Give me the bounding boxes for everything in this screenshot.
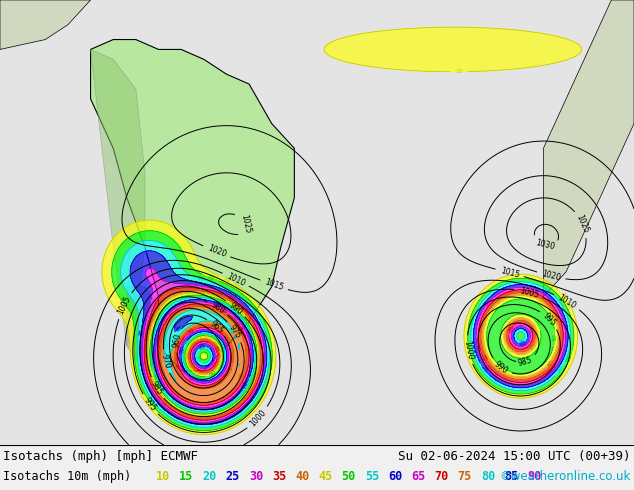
- Polygon shape: [127, 287, 167, 371]
- Text: 45: 45: [147, 327, 154, 336]
- Text: 50: 50: [552, 334, 557, 342]
- Text: 20: 20: [194, 354, 201, 363]
- Text: 55: 55: [184, 338, 192, 346]
- Text: 995: 995: [541, 311, 558, 328]
- Text: 985: 985: [149, 380, 164, 397]
- Text: 40: 40: [244, 313, 253, 322]
- Text: 80: 80: [162, 360, 170, 369]
- Polygon shape: [91, 40, 294, 371]
- Text: 65: 65: [231, 313, 240, 322]
- Text: 1020: 1020: [206, 244, 227, 259]
- Text: 55: 55: [161, 389, 170, 398]
- Text: 975: 975: [228, 323, 243, 340]
- Polygon shape: [0, 0, 91, 49]
- Text: 55: 55: [365, 470, 379, 484]
- Text: 30: 30: [483, 299, 492, 308]
- Text: 15: 15: [179, 470, 193, 484]
- Text: 1005: 1005: [116, 295, 133, 316]
- Text: Isotachs (mph) [mph] ECMWF: Isotachs (mph) [mph] ECMWF: [3, 450, 198, 464]
- Text: 40: 40: [547, 360, 555, 369]
- Text: 45: 45: [536, 297, 545, 306]
- Text: 35: 35: [507, 324, 515, 333]
- Text: 60: 60: [242, 381, 250, 390]
- Text: 1020: 1020: [541, 269, 562, 283]
- Text: 70: 70: [434, 470, 449, 484]
- Text: 10: 10: [560, 292, 568, 300]
- Text: 75: 75: [227, 366, 235, 375]
- Text: 65: 65: [411, 470, 425, 484]
- Text: 60: 60: [388, 470, 402, 484]
- Text: 50: 50: [533, 318, 541, 327]
- Text: 20: 20: [557, 364, 565, 373]
- Text: 990: 990: [227, 300, 244, 317]
- Text: 30: 30: [209, 358, 217, 368]
- Text: 1010: 1010: [557, 293, 578, 310]
- Text: 35: 35: [479, 354, 488, 363]
- Polygon shape: [543, 0, 634, 296]
- Text: 25: 25: [138, 327, 144, 336]
- Text: 15: 15: [206, 274, 215, 281]
- Text: Isotachs 10m (mph): Isotachs 10m (mph): [3, 470, 131, 484]
- Text: 30: 30: [526, 327, 533, 336]
- Text: 25: 25: [197, 343, 206, 350]
- Text: 45: 45: [203, 335, 211, 341]
- Text: 995: 995: [142, 396, 158, 413]
- Text: 10: 10: [455, 69, 463, 74]
- Text: 90: 90: [527, 470, 541, 484]
- Text: 40: 40: [188, 363, 197, 372]
- Text: 25: 25: [518, 340, 527, 347]
- Text: 35: 35: [226, 294, 236, 303]
- Text: 20: 20: [196, 275, 205, 283]
- Text: 85: 85: [174, 324, 184, 333]
- Text: 1005: 1005: [518, 286, 540, 299]
- Text: 30: 30: [249, 470, 263, 484]
- Text: 1025: 1025: [574, 213, 590, 235]
- Text: Su 02-06-2024 15:00 UTC (00+39): Su 02-06-2024 15:00 UTC (00+39): [399, 450, 631, 464]
- Text: 1015: 1015: [500, 266, 521, 280]
- Text: 10: 10: [156, 470, 171, 484]
- Text: 65: 65: [186, 375, 196, 384]
- Text: 25: 25: [480, 364, 489, 373]
- Text: 50: 50: [150, 372, 157, 381]
- Text: 50: 50: [342, 470, 356, 484]
- Text: 35: 35: [212, 345, 220, 354]
- Text: 20: 20: [202, 470, 217, 484]
- Text: 40: 40: [295, 470, 309, 484]
- Text: 1000: 1000: [249, 408, 268, 428]
- Text: 1010: 1010: [225, 271, 247, 288]
- Text: 980: 980: [209, 300, 226, 316]
- Text: 25: 25: [226, 470, 240, 484]
- Text: 30: 30: [146, 303, 153, 312]
- Text: 75: 75: [458, 470, 472, 484]
- Text: 50: 50: [209, 370, 218, 378]
- Text: 1015: 1015: [263, 278, 285, 293]
- Text: 80: 80: [481, 470, 495, 484]
- Text: 15: 15: [566, 354, 574, 363]
- Text: 965: 965: [208, 319, 225, 335]
- Polygon shape: [91, 49, 145, 346]
- Text: ©weatheronline.co.uk: ©weatheronline.co.uk: [500, 470, 631, 484]
- Text: 960: 960: [171, 332, 183, 348]
- Text: 40: 40: [527, 341, 536, 350]
- Text: 60: 60: [179, 345, 186, 354]
- Text: 45: 45: [318, 470, 333, 484]
- Text: 985: 985: [517, 355, 533, 368]
- Text: 45: 45: [504, 345, 514, 354]
- Text: 70: 70: [186, 327, 196, 336]
- Text: 1000: 1000: [462, 340, 474, 360]
- Text: 10: 10: [222, 275, 231, 283]
- Text: 1030: 1030: [534, 238, 555, 251]
- Text: 70: 70: [218, 306, 228, 315]
- Text: 1025: 1025: [239, 214, 252, 235]
- Text: 85: 85: [504, 470, 518, 484]
- Text: 970: 970: [159, 353, 172, 369]
- Text: 75: 75: [238, 371, 246, 381]
- Text: 35: 35: [272, 470, 286, 484]
- Text: 990: 990: [493, 359, 510, 375]
